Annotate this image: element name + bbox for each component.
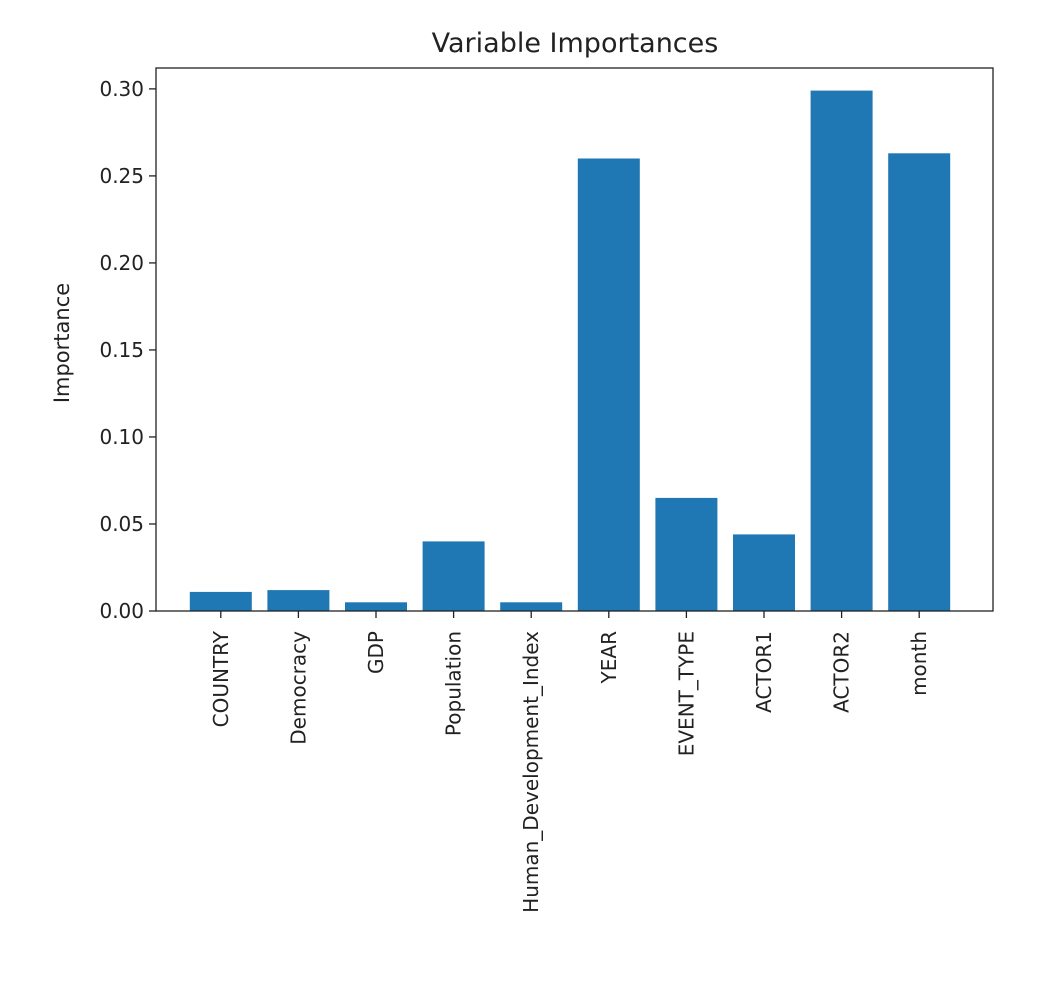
bar-month bbox=[888, 153, 951, 612]
x-tick-label: month bbox=[907, 631, 931, 696]
bar-population bbox=[422, 541, 485, 611]
chart-title: Variable Importances bbox=[432, 28, 719, 59]
x-tick-label: ACTOR2 bbox=[830, 631, 854, 713]
y-tick-label: 0.15 bbox=[99, 338, 144, 362]
y-tick-label: 0.00 bbox=[99, 599, 144, 623]
plot-frame bbox=[155, 67, 994, 612]
bar-country bbox=[189, 591, 252, 611]
x-tick-label: Democracy bbox=[286, 631, 310, 745]
bar-year bbox=[577, 158, 640, 611]
x-tick-label: YEAR bbox=[597, 631, 621, 685]
y-tick-label: 0.30 bbox=[99, 77, 144, 101]
bar-actor1 bbox=[733, 534, 795, 611]
x-tick-label: Population bbox=[442, 631, 466, 736]
y-tick-label: 0.25 bbox=[99, 164, 144, 188]
y-tick-label: 0.10 bbox=[99, 425, 144, 449]
y-tick-label: 0.20 bbox=[99, 251, 144, 275]
x-tick-label: Human_Development_Index bbox=[519, 631, 543, 913]
x-tick-label: GDP bbox=[364, 631, 388, 674]
bar-actor2 bbox=[810, 90, 873, 612]
y-axis-label: Importance bbox=[50, 283, 74, 403]
bar-democracy bbox=[267, 590, 330, 611]
bar-event-type bbox=[655, 497, 718, 611]
plot-area: COUNTRY Democracy GDP Population Human_Devel… bbox=[99, 67, 994, 913]
bar-human-development-index bbox=[500, 602, 563, 611]
y-tick-label: 0.05 bbox=[99, 512, 144, 536]
bar-gdp bbox=[345, 602, 407, 611]
x-tick-label: ACTOR1 bbox=[752, 631, 776, 713]
x-tick-label: COUNTRY bbox=[209, 630, 233, 727]
x-tick-label: EVENT_TYPE bbox=[674, 631, 698, 756]
